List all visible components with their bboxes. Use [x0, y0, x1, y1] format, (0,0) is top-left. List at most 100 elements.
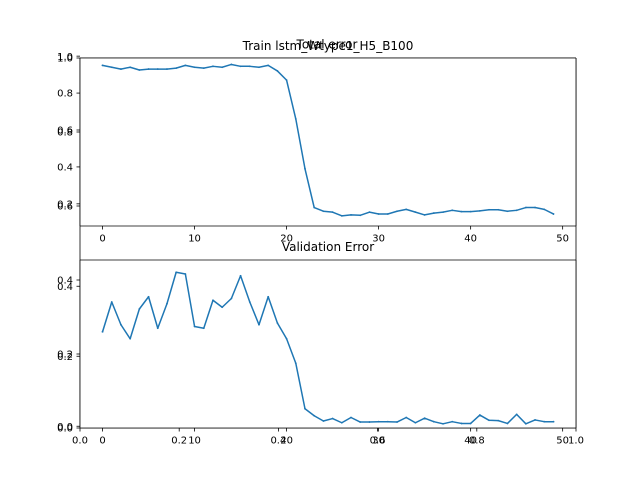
- train-point-13: [221, 66, 224, 69]
- train-x-ticks: 0 10 20 30 40 50: [99, 226, 569, 245]
- train-point-3: [129, 66, 132, 69]
- validation-point-9: [184, 273, 187, 275]
- validation-point-5: [147, 295, 150, 298]
- train-point-19: [276, 70, 279, 72]
- train-point-21: [294, 118, 297, 120]
- overlay-axes: Total error 0.0 0.2 0.4 0.6 0.8 1.0 0.00.20.4…: [57, 38, 584, 447]
- validation-point-16: [248, 301, 251, 303]
- validation-point-27: [350, 416, 352, 419]
- validation-point-2: [120, 323, 122, 326]
- validation-point-38: [451, 420, 454, 423]
- validation-point-30: [377, 420, 380, 423]
- validation-point-12: [212, 299, 214, 302]
- train-point-40: [469, 210, 472, 213]
- train-x-tick-label-3: 30: [372, 234, 385, 245]
- train-point-16: [248, 65, 251, 68]
- validation-y-ticks: 0.0 0.2 0.4: [57, 282, 80, 433]
- validation-point-11: [202, 327, 205, 330]
- overlay-y-tick-label-1: 0.2: [57, 350, 73, 361]
- train-point-26: [340, 214, 343, 217]
- overlay-x-tick-label-4: 0.8: [469, 436, 485, 447]
- train-point-20: [285, 79, 288, 82]
- train-y-tick-label-0: 0.2: [57, 199, 73, 210]
- train-y-tick-label-3: 0.8: [57, 89, 73, 100]
- train-point-32: [396, 210, 398, 213]
- train-point-25: [331, 211, 334, 214]
- validation-y-tick-label-1: 0.2: [57, 352, 73, 363]
- validation-x-tick-label-1: 10: [188, 436, 201, 447]
- train-point-4: [138, 69, 141, 71]
- validation-point-10: [193, 325, 196, 328]
- validation-point-24: [322, 420, 325, 422]
- train-point-46: [524, 206, 527, 209]
- validation-point-21: [294, 362, 297, 365]
- validation-error-line: [101, 271, 555, 425]
- validation-x-tick-label-0: 0: [99, 436, 105, 447]
- validation-point-37: [442, 422, 444, 425]
- validation-point-6: [156, 327, 159, 330]
- validation-point-49: [552, 420, 555, 423]
- validation-point-41: [478, 414, 481, 416]
- train-point-2: [120, 68, 122, 70]
- validation-y-tick-label-2: 0.4: [57, 282, 73, 293]
- train-point-42: [488, 208, 490, 211]
- train-point-30: [377, 213, 380, 215]
- train-point-6: [156, 68, 159, 70]
- train-title: Train lstm_Wtype1_H5_B100: [242, 39, 414, 53]
- train-point-49: [552, 213, 555, 215]
- train-point-38: [451, 209, 454, 212]
- train-point-8: [175, 67, 178, 70]
- train-point-24: [322, 210, 325, 213]
- train-axes: Train lstm_Wtype1_H5_B100 0 10 20 30 40 50 0.…: [57, 39, 577, 245]
- validation-point-8: [175, 271, 178, 274]
- validation-point-44: [506, 422, 509, 425]
- train-x-tick-label-2: 20: [280, 234, 293, 245]
- validation-point-40: [469, 422, 472, 425]
- validation-point-3: [129, 337, 132, 340]
- train-point-43: [497, 208, 500, 211]
- train-x-tick-label-1: 10: [188, 234, 201, 245]
- validation-spines: [79, 259, 577, 429]
- train-point-36: [432, 212, 435, 214]
- train-point-44: [506, 210, 509, 213]
- train-x-tick-label-5: 50: [556, 234, 569, 245]
- validation-point-43: [497, 419, 500, 422]
- train-point-34: [414, 211, 417, 214]
- overlay-x-tick-label-5: 1.0: [568, 436, 584, 447]
- validation-point-29: [368, 421, 371, 423]
- validation-point-22: [304, 407, 306, 410]
- train-x-tick-label-0: 0: [99, 234, 105, 245]
- train-point-22: [304, 167, 306, 170]
- train-point-35: [423, 214, 426, 216]
- train-point-29: [368, 211, 371, 214]
- train-x-tick-label-4: 40: [464, 234, 477, 245]
- train-point-23: [313, 206, 316, 209]
- validation-point-15: [239, 274, 242, 277]
- validation-point-46: [524, 422, 527, 425]
- validation-point-1: [110, 301, 113, 303]
- train-y-tick-label-4: 1.0: [57, 52, 73, 63]
- validation-x-tick-label-2: 20: [280, 436, 293, 447]
- validation-point-42: [488, 419, 490, 422]
- validation-y-tick-label-0: 0.0: [57, 422, 73, 433]
- train-point-37: [442, 211, 444, 214]
- train-point-28: [359, 214, 362, 217]
- validation-points: [101, 271, 555, 425]
- validation-axes: Validation Error 0 10 20 30 40 50 0.0 0.2 0.4: [57, 240, 577, 447]
- train-plot-background: [80, 58, 576, 226]
- train-point-45: [515, 209, 518, 212]
- overlay-y-tick-label-0: 0.0: [57, 424, 73, 435]
- train-point-18: [267, 64, 270, 67]
- train-point-11: [202, 67, 205, 70]
- validation-point-25: [331, 417, 334, 420]
- train-point-14: [230, 63, 233, 66]
- validation-point-20: [285, 337, 288, 340]
- validation-point-36: [432, 420, 435, 423]
- train-point-0: [101, 64, 104, 67]
- validation-point-35: [423, 417, 426, 420]
- train-spines: [79, 57, 577, 227]
- validation-plot-background: [80, 260, 576, 428]
- validation-point-47: [534, 419, 536, 421]
- validation-point-33: [405, 416, 408, 419]
